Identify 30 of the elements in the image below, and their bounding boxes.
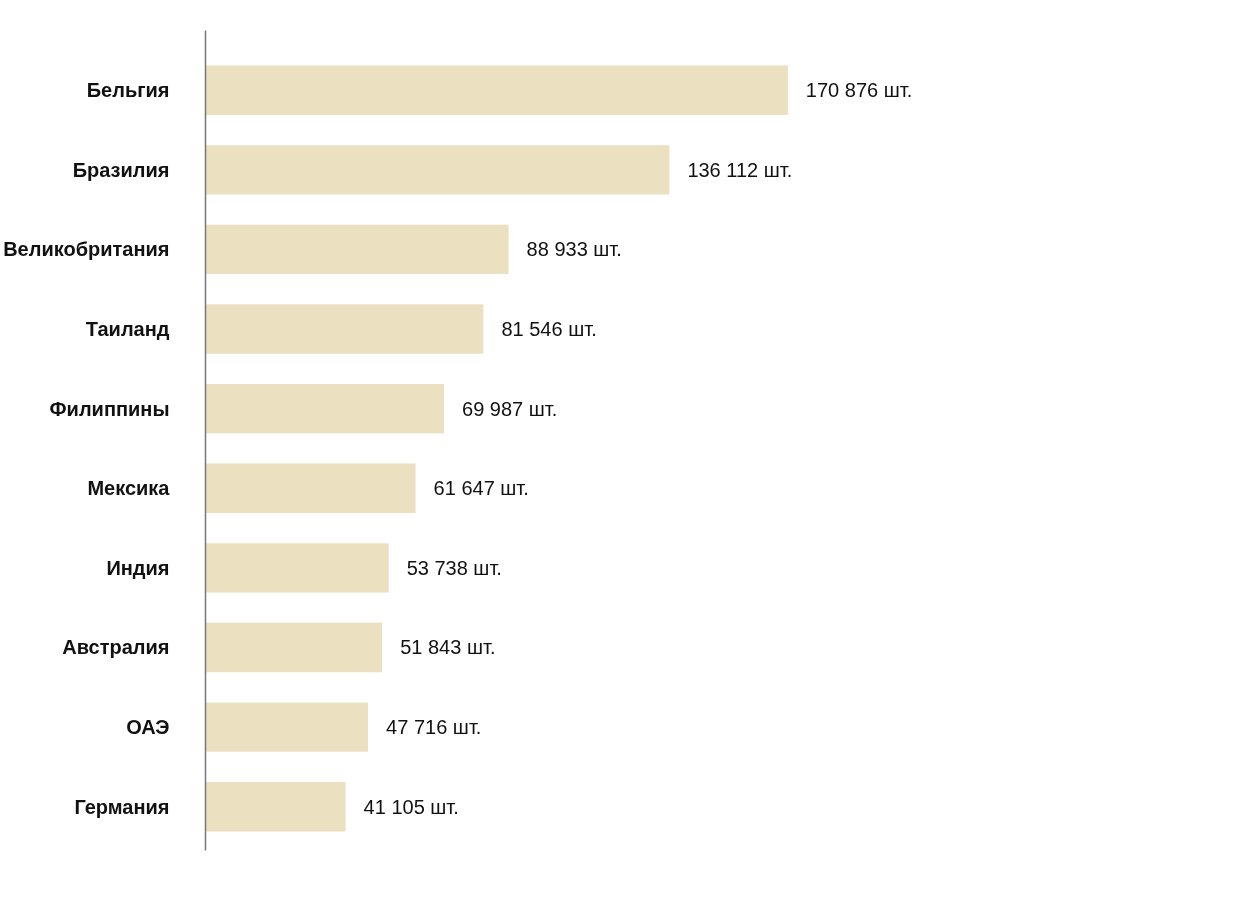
bar: [205, 145, 670, 195]
bar: [205, 65, 788, 115]
bar: [205, 702, 369, 752]
y-tick-label: Таиланд: [85, 318, 170, 341]
y-tick-label: Бельгия: [86, 79, 170, 102]
bar: [205, 383, 445, 434]
y-tick-label: Индия: [106, 556, 170, 579]
y-tick-label: ОАЭ: [126, 716, 170, 739]
data-label: 51 843 шт.: [400, 636, 496, 659]
y-tick-label: Германия: [74, 795, 170, 818]
data-label: 53 738 шт.: [406, 556, 502, 579]
data-label: 136 112 шт.: [687, 158, 793, 181]
data-label: 41 105 шт.: [363, 795, 459, 818]
data-label: 69 987 шт.: [462, 397, 558, 420]
y-tick-label: Филиппины: [49, 397, 170, 420]
data-label: 81 546 шт.: [501, 318, 597, 341]
bar: [205, 304, 484, 354]
y-tick-label: Австралия: [62, 636, 170, 659]
bar: [205, 543, 389, 593]
data-label: 61 647 шт.: [433, 477, 529, 500]
bar: [205, 782, 346, 832]
data-label: 88 933 шт.: [526, 238, 622, 261]
data-label: 47 716 шт.: [386, 716, 482, 739]
bar: [205, 622, 383, 673]
data-label: 170 876 шт.: [805, 79, 913, 102]
y-tick-label: Великобритания: [3, 238, 170, 261]
y-tick-label: Бразилия: [72, 158, 170, 181]
bar: [205, 463, 416, 513]
bar: [205, 224, 509, 275]
y-tick-label: Мексика: [87, 477, 171, 500]
